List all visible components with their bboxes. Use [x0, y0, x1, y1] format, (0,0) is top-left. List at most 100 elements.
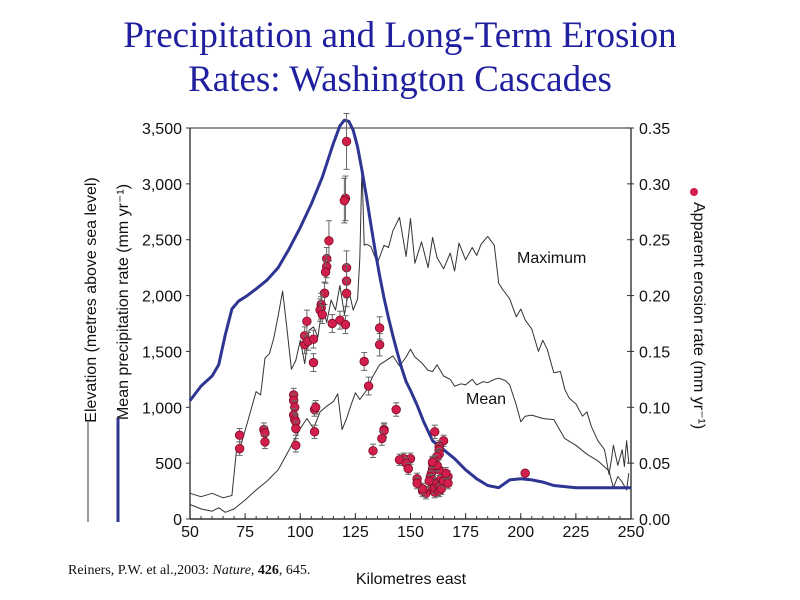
erosion-dot: [430, 427, 440, 437]
x-axis-ticks: 50 75 100 125 150 175 200 225 250: [181, 513, 644, 541]
erosion-point: [234, 441, 245, 456]
erosion-point: [374, 316, 385, 340]
erosion-point: [520, 468, 530, 478]
erosion-dot: [327, 318, 337, 329]
erosion-dot: [320, 267, 331, 277]
annotation-mean: Mean: [466, 391, 506, 408]
erosion-dot: [340, 319, 351, 330]
x-tick-label: 75: [236, 524, 254, 541]
erosion-point: [341, 279, 352, 308]
erosion-point: [427, 455, 438, 469]
erosion-point: [341, 112, 352, 170]
erosion-dot: [359, 356, 369, 367]
erosion-point: [368, 443, 378, 459]
erosion-point: [430, 424, 440, 440]
left-tick-label: 0: [173, 512, 182, 529]
erosion-point: [424, 474, 434, 488]
right-axis-ticks: 0.00 0.05 0.10 0.15 0.20 0.25 0.30 0.35: [627, 121, 670, 529]
right-tick-label: 0.35: [639, 121, 670, 138]
citation-authors: Reiners, P.W. et al.,2003:: [68, 563, 213, 578]
erosion-dot: [302, 316, 312, 326]
erosion-point: [291, 438, 301, 453]
erosion-point: [308, 353, 319, 373]
erosion-point: [309, 424, 320, 440]
x-tick-label: 175: [452, 524, 479, 541]
erosion-dot: [379, 426, 389, 436]
erosion-point: [412, 477, 422, 490]
erosion-point: [327, 314, 337, 333]
left-tick-label: 2,500: [142, 233, 182, 250]
erosion-dot: [403, 464, 413, 474]
erosion-dot: [443, 478, 453, 488]
x-tick-label: 200: [507, 524, 534, 541]
right-axis-title: Apparent erosion rate (mm yr⁻¹): [690, 188, 707, 429]
erosion-dot: [363, 381, 374, 391]
x-tick-label: 150: [397, 524, 424, 541]
citation-volume: 426: [257, 563, 279, 578]
erosion-point: [234, 428, 245, 443]
maximum-elevation-line: [189, 165, 630, 499]
erosion-dot: [377, 433, 387, 444]
erosion-point: [363, 376, 374, 396]
citation-journal: Nature: [212, 563, 251, 578]
erosion-point: [260, 434, 270, 450]
erosion-dot: [290, 402, 300, 412]
erosion-point: [339, 177, 350, 224]
right-tick-label: 0.20: [639, 289, 670, 306]
x-tick-label: 100: [287, 524, 314, 541]
slide-title-line-2: Rates: Washington Cascades: [188, 59, 612, 100]
erosion-point: [324, 220, 334, 262]
erosion-dot: [520, 468, 530, 478]
erosion-dot: [374, 340, 385, 350]
erosion-point: [320, 260, 331, 284]
erosion-point: [377, 431, 387, 446]
left-tick-label: 1,000: [142, 400, 182, 417]
erosion-dot: [368, 446, 378, 456]
erosion-dot: [308, 334, 319, 344]
erosion-dot: [391, 404, 401, 415]
erosion-point: [403, 462, 413, 475]
right-tick-label: 0.00: [639, 512, 670, 529]
erosion-dot: [317, 309, 328, 320]
right-tick-label: 0.25: [639, 233, 670, 250]
precipitation-line: [188, 118, 631, 490]
right-tick-label: 0.30: [639, 177, 670, 194]
x-axis-title: Kilometres east: [356, 571, 467, 588]
left-tick-label: 3,000: [142, 177, 182, 194]
erosion-point: [340, 315, 351, 335]
erosion-dot: [339, 195, 350, 206]
left-tick-label: 3,500: [142, 121, 182, 138]
erosion-points: [234, 112, 530, 500]
erosion-dot: [341, 136, 352, 147]
x-tick-label: 250: [618, 524, 645, 541]
erosion-dot: [374, 323, 385, 333]
y-axis-title-elevation: Elevation (metres above sea level): [83, 177, 100, 422]
citation-separator: ,: [250, 563, 258, 578]
x-tick-label: 50: [181, 524, 199, 541]
right-tick-label: 0.15: [639, 344, 670, 361]
left-axis-titles: Elevation (metres above sea level) Mean …: [83, 177, 132, 522]
erosion-point: [391, 402, 401, 417]
left-tick-label: 500: [155, 456, 182, 473]
erosion-point: [359, 352, 369, 371]
erosion-point: [291, 421, 301, 436]
erosion-point: [317, 305, 328, 324]
erosion-dot: [308, 357, 319, 368]
right-tick-label: 0.10: [639, 400, 670, 417]
citation: Reiners, P.W. et al.,2003: Nature, 426, …: [68, 563, 310, 579]
erosion-dot: [309, 427, 320, 437]
legend-swatch-erosion: [690, 188, 698, 196]
slide-title: Precipitation and Long-Term Erosion Rate…: [0, 14, 800, 102]
slide-title-line-1: Precipitation and Long-Term Erosion: [123, 15, 677, 56]
right-tick-label: 0.05: [639, 456, 670, 473]
left-tick-label: 1,500: [142, 344, 182, 361]
left-axis-ticks: 0 500 1,000 1,500 2,000 2,500 3,000 3,500: [142, 121, 190, 529]
erosion-point: [310, 400, 321, 415]
erosion-dot: [412, 478, 422, 488]
annotation-maximum: Maximum: [517, 250, 586, 267]
erosion-dot: [234, 443, 245, 454]
erosion-dot: [234, 430, 245, 440]
erosion-dot: [291, 423, 301, 434]
erosion-point: [308, 329, 319, 349]
